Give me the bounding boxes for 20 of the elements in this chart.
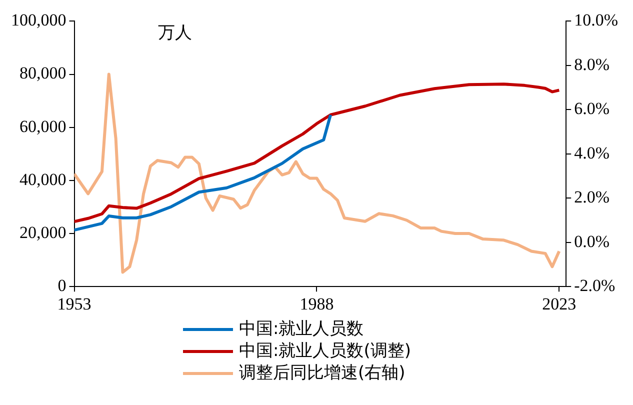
y-tick-label: 0 (58, 276, 66, 296)
y-tick-label: 20,000 (20, 222, 66, 242)
x-tick-label: 1953 (57, 294, 92, 314)
x-tick-label: 1988 (300, 294, 334, 314)
x-tick-label: 2023 (542, 294, 576, 314)
y2-tick-label: 0.0% (574, 232, 610, 251)
y2-tick-label: 6.0% (574, 99, 610, 118)
y-tick-label: 80,000 (20, 64, 66, 83)
y2-tick-label: 4.0% (574, 143, 610, 162)
y-tick-label: 100,000 (11, 10, 66, 30)
y2-tick-label: -2.0% (574, 276, 616, 296)
y2-tick-label: 2.0% (574, 188, 610, 207)
y-tick-label: 60,000 (20, 116, 66, 136)
y-tick-label: 40,000 (20, 170, 66, 189)
y2-tick-label: 8.0% (574, 54, 610, 74)
legend-label: 中国:就业人员数 (239, 318, 364, 340)
legend-label: 中国:就业人员数(调整) (239, 340, 411, 362)
annotation: 万人 (158, 23, 192, 42)
y2-tick-label: 10.0% (574, 10, 618, 30)
legend-label: 调整后同比增速(右轴) (239, 362, 406, 384)
